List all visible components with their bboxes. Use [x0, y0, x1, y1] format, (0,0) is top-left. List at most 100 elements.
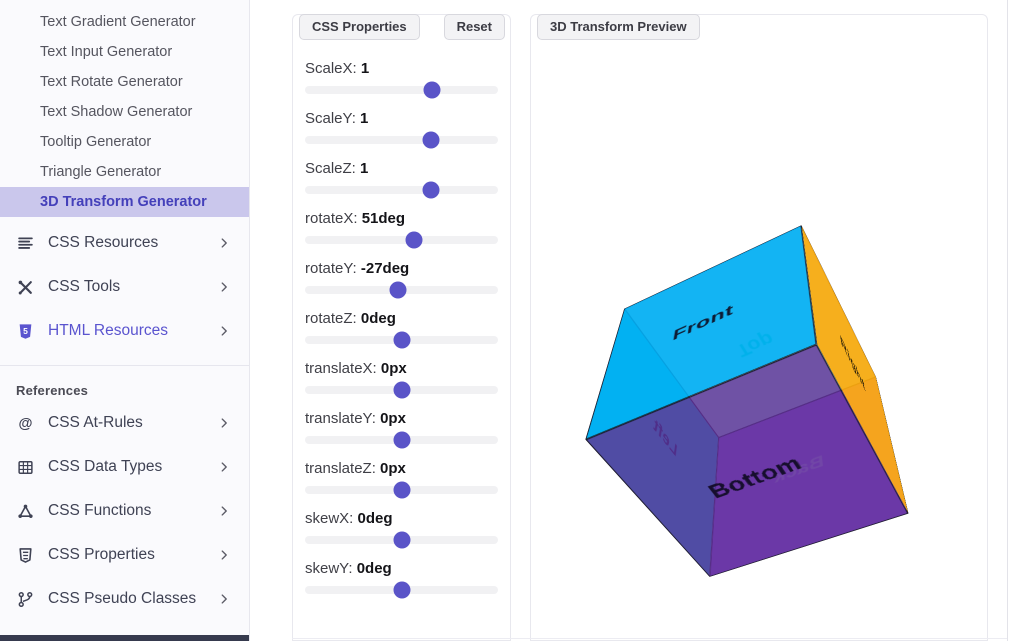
scalez-slider[interactable]	[305, 186, 498, 194]
translatey-slider-thumb[interactable]	[394, 432, 411, 449]
sidebar-sections: CSS Resources CSS Tools 5 HTML Resources	[0, 221, 249, 353]
css3-icon	[16, 546, 34, 564]
cube-face-label-front: Front	[671, 301, 734, 345]
sidebar-item-label: CSS Tools	[48, 278, 120, 296]
sidebar-item-3d-transform-generator[interactable]: 3D Transform Generator	[0, 187, 249, 217]
sidebar-item-tooltip-generator[interactable]: Tooltip Generator	[0, 127, 249, 157]
chevron-right-icon	[217, 592, 231, 606]
rotatez-value: 0deg	[361, 310, 396, 327]
sidebar: Text Gradient Generator Text Input Genera…	[0, 0, 250, 641]
rotatex-value: 51deg	[362, 210, 405, 227]
rotatex-slider-thumb[interactable]	[406, 232, 423, 249]
translatey-value: 0px	[380, 410, 406, 427]
scalez-slider-group: ScaleZ: 1	[305, 160, 498, 194]
rotatex-slider[interactable]	[305, 236, 498, 244]
skewx-value: 0deg	[358, 510, 393, 527]
skewy-label: skewY: 0deg	[305, 560, 498, 577]
sidebar-item-label: CSS Resources	[48, 234, 158, 252]
translatey-slider-group: translateY: 0px	[305, 410, 498, 444]
generator-list: Text Gradient Generator Text Input Genera…	[0, 0, 249, 217]
rotatez-label: rotateZ: 0deg	[305, 310, 498, 327]
sidebar-item-css-tools[interactable]: CSS Tools	[0, 265, 249, 309]
skewx-label: skewX: 0deg	[305, 510, 498, 527]
sidebar-item-text-shadow-generator[interactable]: Text Shadow Generator	[0, 97, 249, 127]
translatez-slider-thumb[interactable]	[394, 482, 411, 499]
chevron-right-icon	[217, 504, 231, 518]
references-heading: References	[16, 383, 233, 398]
translatez-label: translateZ: 0px	[305, 460, 498, 477]
sliders-container: ScaleX: 1 ScaleY: 1 ScaleZ: 1 rotateX: 51de…	[293, 15, 510, 594]
sidebar-item-label: CSS Pseudo Classes	[48, 590, 196, 608]
skewx-slider-group: skewX: 0deg	[305, 510, 498, 544]
rotatez-slider-group: rotateZ: 0deg	[305, 310, 498, 344]
branch-icon	[16, 590, 34, 608]
skewy-slider-thumb[interactable]	[393, 582, 410, 599]
cube-face-label-right: Right	[839, 331, 867, 397]
preview-tab: 3D Transform Preview	[537, 14, 700, 40]
sidebar-item-css-resources[interactable]: CSS Resources	[0, 221, 249, 265]
translatex-label: translateX: 0px	[305, 360, 498, 377]
scaley-slider-group: ScaleY: 1	[305, 110, 498, 144]
skewy-value: 0deg	[357, 560, 392, 577]
rotatez-slider-thumb[interactable]	[393, 332, 410, 349]
skewy-slider-group: skewY: 0deg	[305, 560, 498, 594]
rotatez-slider[interactable]	[305, 336, 498, 344]
table-icon	[16, 458, 34, 476]
scaley-slider[interactable]	[305, 136, 498, 144]
sidebar-item-css-data-types[interactable]: CSS Data Types	[0, 445, 249, 489]
chevron-right-icon	[217, 324, 231, 338]
preview-panel: 3D Transform Preview FrontBackLeftRightT…	[530, 14, 988, 641]
svg-text:5: 5	[23, 326, 28, 336]
translatez-slider[interactable]	[305, 486, 498, 494]
translatey-slider[interactable]	[305, 436, 498, 444]
scaley-value: 1	[360, 110, 368, 127]
chevron-right-icon	[217, 548, 231, 562]
sidebar-item-triangle-generator[interactable]: Triangle Generator	[0, 157, 249, 187]
sidebar-item-label: HTML Resources	[48, 322, 168, 340]
sidebar-item-text-gradient-generator[interactable]: Text Gradient Generator	[0, 7, 249, 37]
sidebar-item-html-resources[interactable]: 5 HTML Resources	[0, 309, 249, 353]
scalex-slider[interactable]	[305, 86, 498, 94]
scaley-slider-thumb[interactable]	[423, 132, 440, 149]
sidebar-item-css-functions[interactable]: CSS Functions	[0, 489, 249, 533]
sidebar-item-label: CSS Functions	[48, 502, 151, 520]
skewx-slider-thumb[interactable]	[394, 532, 411, 549]
sidebar-item-text-input-generator[interactable]: Text Input Generator	[0, 37, 249, 67]
html5-icon: 5	[16, 322, 34, 340]
list-icon	[16, 234, 34, 252]
sidebar-item-text-rotate-generator[interactable]: Text Rotate Generator	[0, 67, 249, 97]
skewy-slider[interactable]	[305, 586, 498, 594]
translatex-slider[interactable]	[305, 386, 498, 394]
translatez-slider-group: translateZ: 0px	[305, 460, 498, 494]
css-properties-panel: CSS Properties Reset ScaleX: 1 ScaleY: 1 S…	[292, 14, 511, 641]
scalex-slider-thumb[interactable]	[424, 82, 441, 99]
chevron-right-icon	[217, 416, 231, 430]
sidebar-item-css-properties[interactable]: CSS Properties	[0, 533, 249, 577]
svg-text:@: @	[18, 416, 32, 432]
scalez-value: 1	[360, 160, 368, 177]
translatez-value: 0px	[380, 460, 406, 477]
scrollbar-track-edge	[1007, 0, 1008, 641]
sidebar-item-css-at-rules[interactable]: @ CSS At-Rules	[0, 401, 249, 445]
scalex-label: ScaleX: 1	[305, 60, 498, 77]
translatex-value: 0px	[381, 360, 407, 377]
chevron-right-icon	[217, 236, 231, 250]
shapes-icon	[16, 502, 34, 520]
sidebar-item-label: CSS Data Types	[48, 458, 162, 476]
rotatey-value: -27deg	[361, 260, 409, 277]
cube-scene: FrontBackLeftRightTopBottom	[650, 298, 860, 508]
scaley-label: ScaleY: 1	[305, 110, 498, 127]
bottom-divider	[292, 638, 1007, 639]
sidebar-item-label: CSS At-Rules	[48, 414, 143, 432]
scalex-slider-group: ScaleX: 1	[305, 60, 498, 94]
reset-button[interactable]: Reset	[444, 14, 505, 40]
at-icon: @	[16, 414, 34, 432]
rotatey-slider-thumb[interactable]	[389, 282, 406, 299]
sidebar-item-label: CSS Properties	[48, 546, 155, 564]
skewx-slider[interactable]	[305, 536, 498, 544]
css-properties-tab: CSS Properties	[299, 14, 420, 40]
scalez-slider-thumb[interactable]	[423, 182, 440, 199]
sidebar-item-css-pseudo-classes[interactable]: CSS Pseudo Classes	[0, 577, 249, 621]
translatex-slider-thumb[interactable]	[393, 382, 410, 399]
rotatey-slider[interactable]	[305, 286, 498, 294]
